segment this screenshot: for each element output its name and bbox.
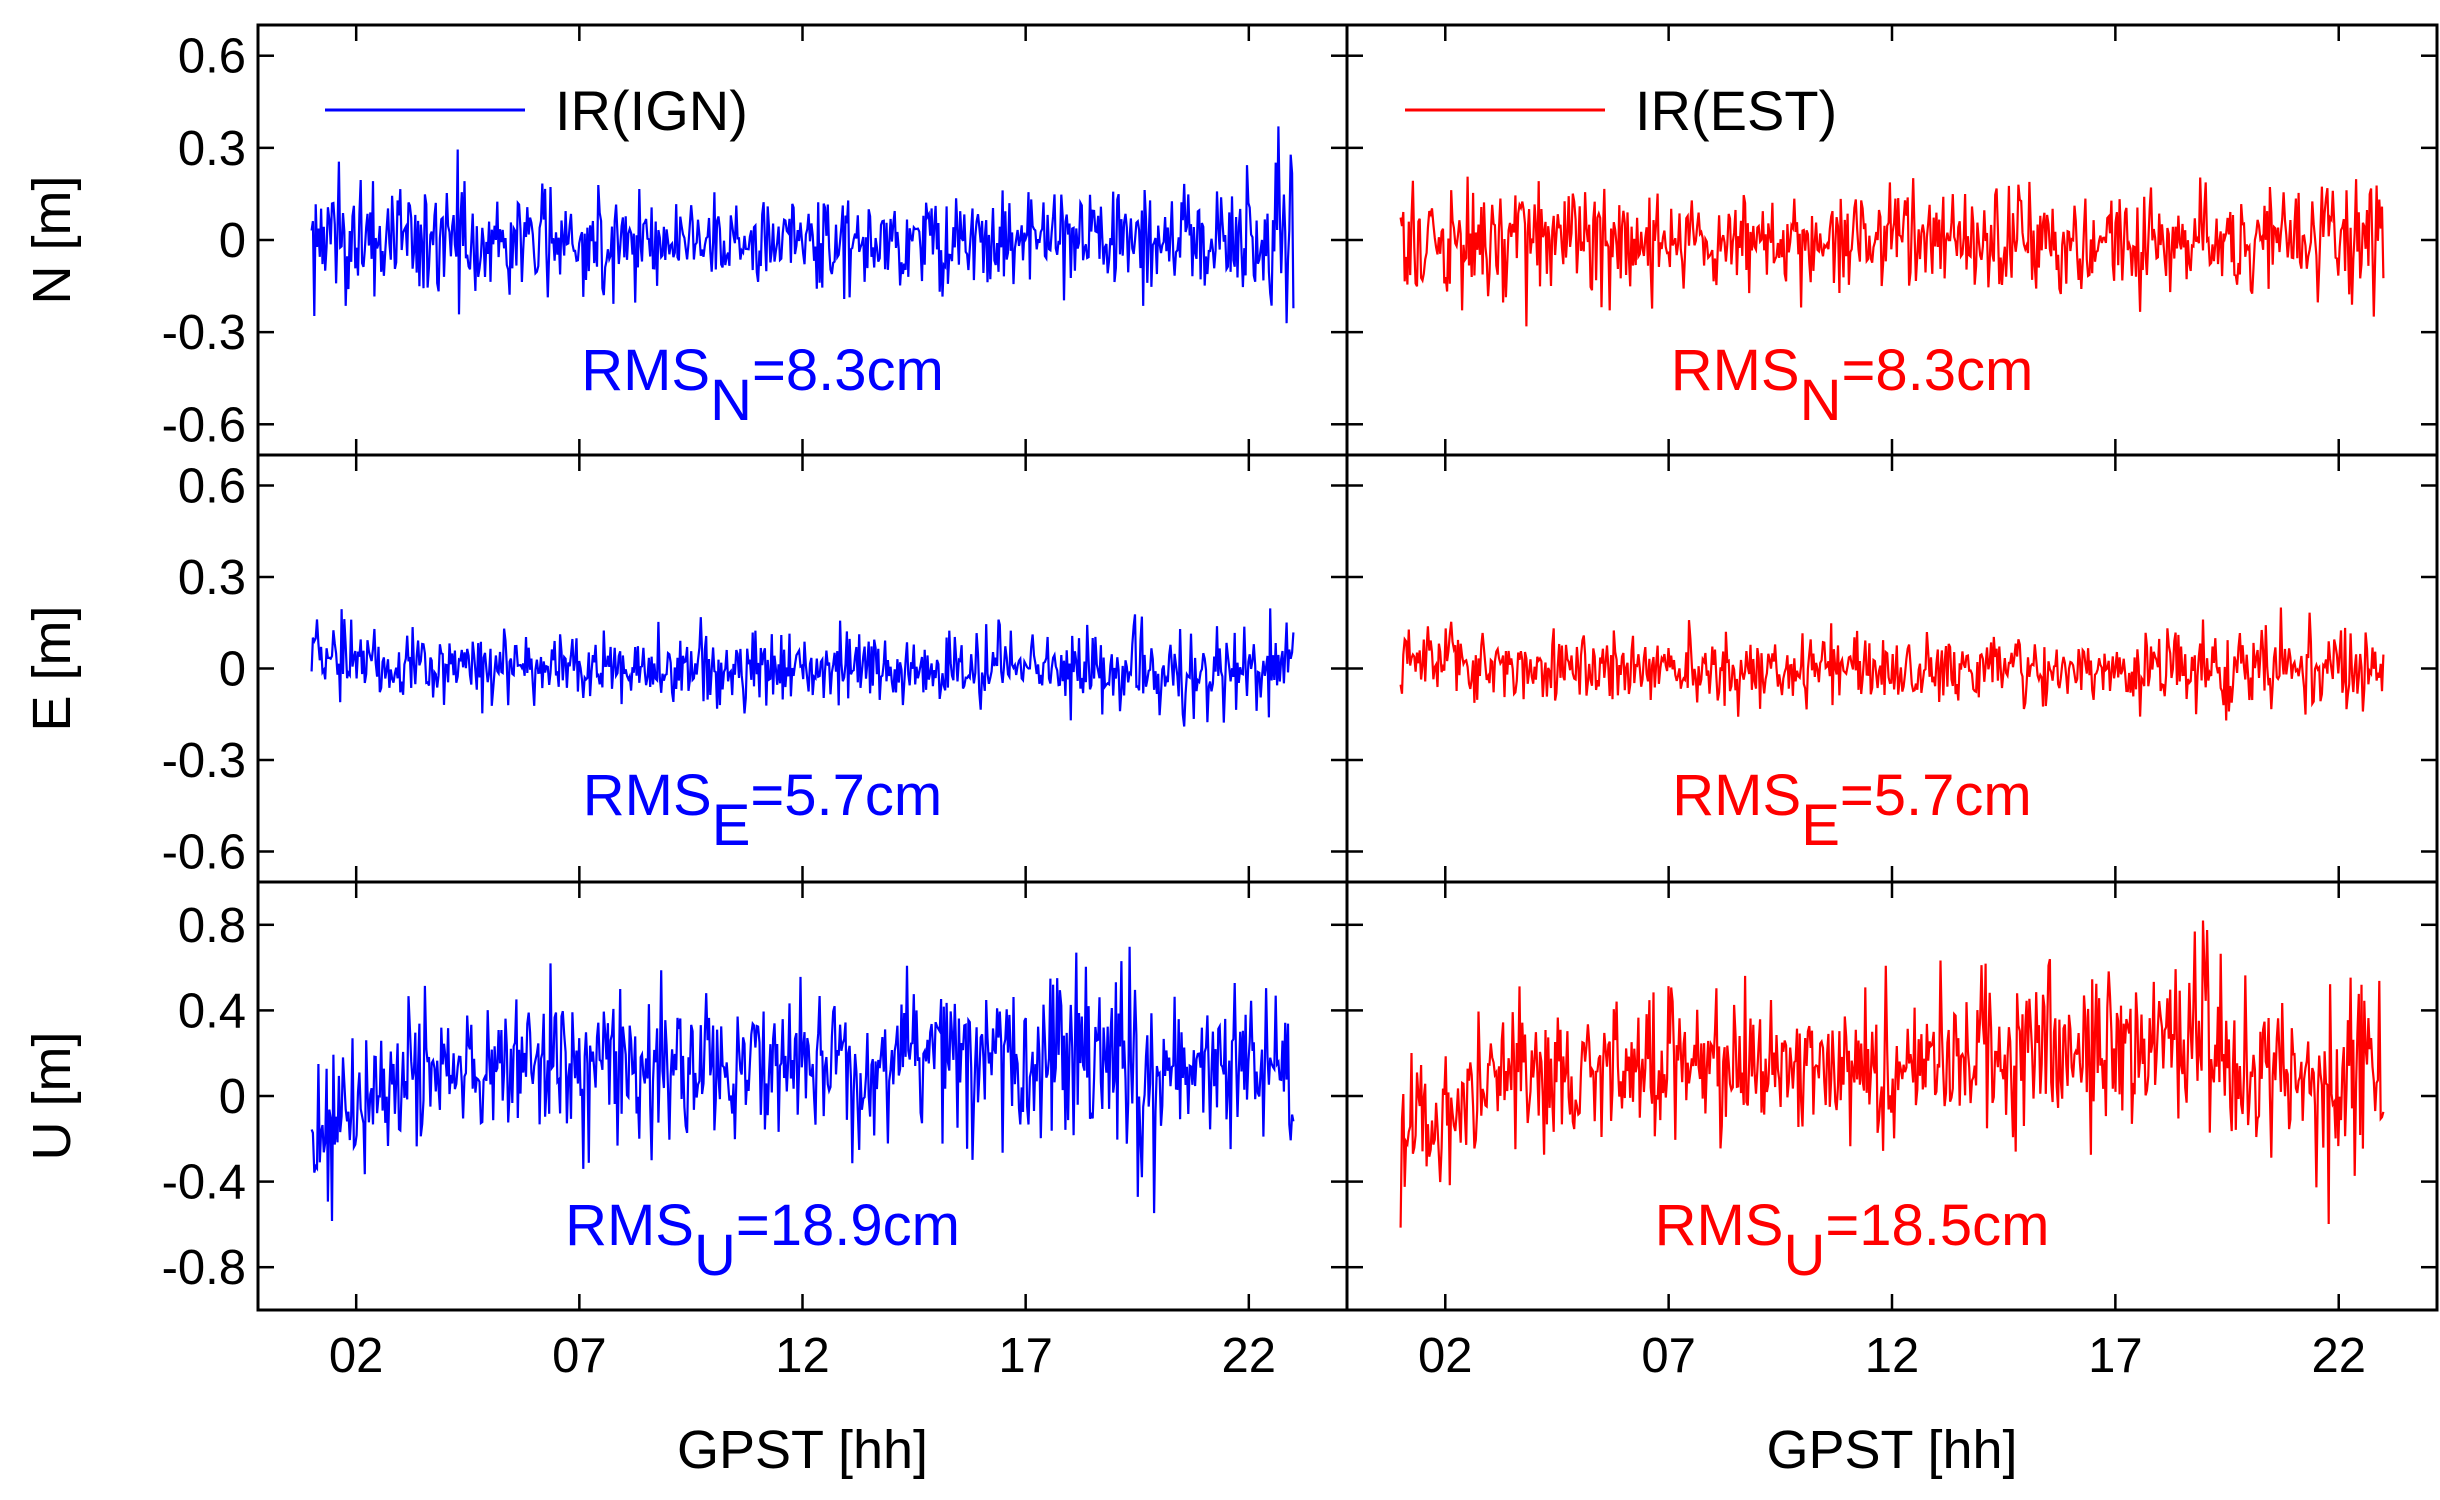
x-tick-label: 07 <box>1641 1329 1696 1383</box>
rms-label-n-1: RMSN=8.3cm <box>581 338 944 433</box>
legend: IR(IGN) IR(EST) <box>325 79 1837 142</box>
x-axis-label: GPST [hh] <box>1766 1420 2017 1480</box>
x-tick-label: 22 <box>1222 1329 1277 1383</box>
x-tick-label: 02 <box>1418 1329 1473 1383</box>
x-tick-label: 17 <box>998 1329 1053 1383</box>
x-tick-label: 22 <box>2311 1329 2366 1383</box>
series-traces <box>310 126 2385 1228</box>
series-line-irign-e <box>310 608 1295 727</box>
y-tick-labels: 0.6 0.3 0 -0.3 -0.6 0.6 0.3 0 -0.3 -0.6 0.8 0.4 0 -0.… <box>162 30 246 1295</box>
y-tick-label: 0.8 <box>178 899 246 953</box>
legend-label-2: IR(EST) <box>1635 79 1837 142</box>
y-tick-label: -0.6 <box>162 826 246 880</box>
y-tick-label: 0.4 <box>178 984 246 1038</box>
y-tick-label: 0.6 <box>178 30 246 84</box>
y-tick-label: -0.3 <box>162 306 246 360</box>
y-tick-label: -0.4 <box>162 1156 246 1210</box>
rms-label-u-2: RMSU=18.5cm <box>1655 1193 2050 1288</box>
rms-label-n-2: RMSN=8.3cm <box>1671 338 2034 433</box>
rms-label-e-2: RMSE=5.7cm <box>1672 763 2031 858</box>
x-tick-label: 17 <box>2088 1329 2143 1383</box>
y-axis-label-n: N [m] <box>22 176 82 305</box>
legend-label-1: IR(IGN) <box>555 79 748 142</box>
y-tick-label: -0.3 <box>162 734 246 788</box>
rms-label-u-1: RMSU=18.9cm <box>565 1193 960 1288</box>
series-line-irign-u <box>310 946 1295 1222</box>
y-tick-label: 0.6 <box>178 460 246 514</box>
axis-labels: N [m] E [m] U [m] GPST [hh] GPST [hh] <box>22 176 2018 1481</box>
x-axis-label: GPST [hh] <box>677 1420 928 1480</box>
x-tick-label: 07 <box>552 1329 607 1383</box>
y-tick-label: 0 <box>219 214 246 268</box>
x-tick-label: 02 <box>329 1329 384 1383</box>
rms-annotations: RMSN=8.3cm RMSN=8.3cm RMSE=5.7cm RMSE=5.7cm… <box>565 338 2049 1288</box>
x-tick-labels: 02 07 12 17 22 02 07 12 17 22 <box>329 1329 2366 1383</box>
series-line-irest-e <box>1399 607 2385 721</box>
y-tick-label: 0.3 <box>178 122 246 176</box>
y-tick-label: -0.8 <box>162 1241 246 1295</box>
y-tick-label: 0.3 <box>178 551 246 605</box>
y-axis-label-u: U [m] <box>22 1032 82 1161</box>
tick-marks <box>258 25 2437 1310</box>
x-tick-label: 12 <box>775 1329 830 1383</box>
y-axis-label-e: E [m] <box>22 605 82 731</box>
y-tick-label: -0.6 <box>162 398 246 452</box>
y-tick-label: 0 <box>219 1070 246 1124</box>
y-tick-label: 0 <box>219 643 246 697</box>
rms-label-e-1: RMSE=5.7cm <box>583 763 942 858</box>
series-line-irign-n <box>310 126 1295 324</box>
series-line-irest-u <box>1399 920 2385 1228</box>
series-line-irest-n <box>1399 176 2385 327</box>
x-tick-label: 12 <box>1865 1329 1920 1383</box>
